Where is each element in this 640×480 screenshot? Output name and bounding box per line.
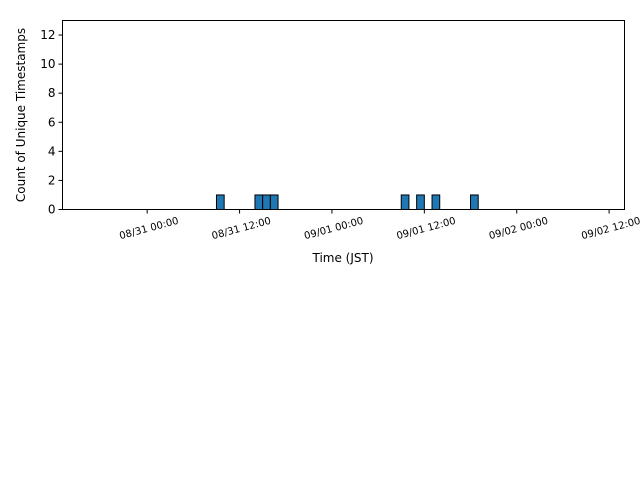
y-tick-label: 12 (40, 28, 55, 42)
histogram-bar (416, 194, 425, 210)
y-tick-label: 0 (48, 203, 56, 217)
histogram-bar (269, 194, 279, 210)
y-axis-label: Count of Unique Timestamps (14, 28, 28, 202)
y-tick-label: 4 (48, 144, 56, 158)
x-tick-label: 08/31 12:00 (211, 216, 273, 242)
plot-area: 0 2 4 6 8 10 12 08/31 00:00 08/31 12:00 09/01 00… (40, 20, 640, 242)
plot-frame (62, 20, 625, 210)
x-tick-label: 09/01 12:00 (396, 216, 458, 242)
y-tick-label: 8 (48, 86, 56, 100)
histogram-bar (262, 194, 271, 210)
histogram-bar (470, 194, 479, 210)
x-axis-label: Time (JST) (311, 251, 373, 265)
y-tick-label: 2 (48, 173, 56, 187)
x-tick-label: 08/31 00:00 (118, 216, 180, 242)
bars-group (215, 194, 479, 210)
y-tick-label: 6 (48, 115, 56, 129)
y-tick-label: 10 (40, 57, 55, 71)
y-axis-ticks: 0 2 4 6 8 10 12 (40, 28, 63, 217)
histogram-bar (254, 194, 264, 210)
x-axis-ticks: 08/31 00:00 08/31 12:00 09/01 00:00 09/01 1… (118, 209, 640, 242)
histogram-bar (431, 194, 441, 210)
histogram-bar (400, 194, 410, 210)
x-tick-label: 09/02 12:00 (580, 216, 640, 242)
x-tick-label: 09/01 00:00 (303, 216, 365, 242)
histogram-bar (215, 194, 225, 210)
x-tick-label: 09/02 00:00 (488, 216, 550, 242)
